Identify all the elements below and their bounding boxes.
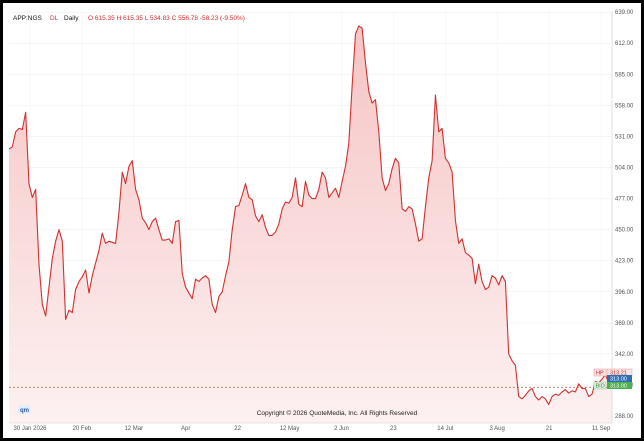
x-tick-label: 30 Jan 2026 (13, 426, 47, 432)
x-tick-label: 2 Jun (334, 426, 349, 432)
bp-tag-value: 313.00 (610, 377, 627, 383)
y-tick-label: 288.00 (615, 414, 634, 420)
y-tick-label: 342.00 (615, 352, 634, 358)
x-tick-label: 14 Jul (437, 426, 453, 432)
header-ohlc: O 615.35 H 615.35 L 534.83 C 556.78 -58.… (88, 15, 245, 22)
y-tick-label: 396.00 (615, 290, 634, 296)
hp-tag-label: HP (596, 371, 604, 377)
y-tick-label: 423.00 (615, 259, 634, 265)
y-tick-label: 639.00 (615, 10, 634, 16)
logo-text: qm (20, 408, 29, 414)
bid-tag-value: 313.00 (610, 384, 627, 390)
hp-tag-value: 313.21 (610, 371, 627, 377)
header-symbol: APP:NGS (13, 15, 43, 22)
price-area-fill (9, 25, 612, 424)
y-tick-label: 612.00 (615, 41, 634, 47)
price-line[interactable] (8, 25, 613, 406)
y-tick-label: 450.00 (615, 228, 634, 234)
x-tick-label: 12 May (280, 426, 300, 432)
bid-price-tag: BID 313.00 (593, 381, 632, 390)
x-tick-label: 20 Feb (73, 426, 92, 432)
x-axis-ticks: 30 Jan 2026 20 Feb 12 Mar Apr 22 12 May 2 Jun 2… (13, 426, 610, 432)
y-tick-label: 585.00 (615, 72, 634, 78)
y-tick-label: 531.00 (615, 134, 634, 140)
y-axis-ticks: 288.00315.00342.00369.00396.00423.00450.… (615, 10, 634, 420)
copyright-text: Copyright © 2026 QuoteMedia, Inc. All Ri… (257, 409, 418, 417)
y-tick-label: 504.00 (615, 166, 634, 172)
quotemedia-logo: qm (18, 405, 31, 414)
x-tick-label: 23 (390, 426, 397, 432)
header-dl: DL (50, 15, 59, 22)
x-tick-label: 21 (546, 426, 553, 432)
x-tick-label: 11 Sep (592, 426, 611, 432)
y-tick-label: 558.00 (615, 103, 634, 109)
bid-tag-label: BID (596, 384, 605, 390)
x-tick-label: 12 Mar (124, 426, 143, 432)
x-tick-label: Apr (181, 426, 190, 432)
x-tick-label: 22 (234, 426, 241, 432)
y-tick-label: 477.00 (615, 197, 634, 203)
price-chart[interactable]: 288.00315.00342.00369.00396.00423.00450.… (3, 3, 644, 444)
header-interval: Daily (64, 15, 79, 22)
y-tick-label: 369.00 (615, 321, 634, 327)
bp-price-tag: 313.00 (607, 375, 632, 383)
x-tick-label: 3 Aug (490, 426, 505, 432)
